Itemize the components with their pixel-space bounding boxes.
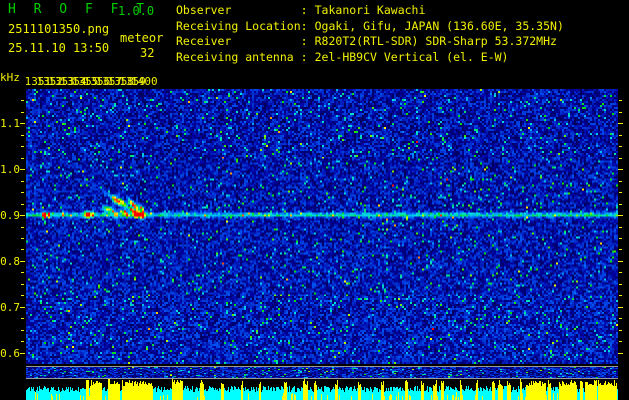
metadata-key: Receiving antenna xyxy=(176,49,294,64)
y-axis-tick-minor xyxy=(21,146,24,148)
y-axis-tick-major-right xyxy=(618,260,623,262)
metadata-table: Observer : Takanori Kawachi Receiving Lo… xyxy=(176,3,564,65)
y-axis-tick-minor-right xyxy=(619,180,622,182)
noise-band xyxy=(26,367,618,378)
y-axis-tick-minor-right xyxy=(619,283,622,285)
y-axis-tick-label: 1.1 xyxy=(0,117,20,131)
y-axis-tick-label: 0.7 xyxy=(0,300,20,314)
observation-mode-label: meteor xyxy=(120,31,164,45)
y-axis-tick-major-right xyxy=(618,215,623,217)
y-axis-tick-minor xyxy=(21,192,24,194)
x-axis-tick-label: 1354 xyxy=(60,75,87,88)
metadata-key: Receiving Location xyxy=(176,18,301,33)
file-name-label: 2511101350.png xyxy=(8,22,110,36)
y-axis-tick-major xyxy=(20,352,25,354)
spectrogram-plot xyxy=(26,89,618,364)
echo-count-label: 32 xyxy=(140,46,155,60)
y-axis-tick-label: 0.8 xyxy=(0,254,20,268)
x-axis-tick-label: 1353 xyxy=(48,75,75,88)
y-axis-tick-major xyxy=(20,215,25,217)
y-axis-tick-minor xyxy=(21,134,24,136)
metadata-colon: : xyxy=(300,34,308,48)
y-axis-tick-minor-right xyxy=(619,134,622,136)
y-axis-tick-label: 0.6 xyxy=(0,346,20,360)
y-axis-tick-minor-right xyxy=(619,237,622,239)
y-axis-tick-major xyxy=(20,123,25,125)
metadata-row: Receiving antenna : 2el-HB9CV Vertical (… xyxy=(176,50,564,66)
y-axis-tick-minor xyxy=(21,237,24,239)
y-axis-tick-minor-right xyxy=(619,341,622,343)
y-axis-tick-minor-right xyxy=(619,146,622,148)
y-axis-tick-minor-right xyxy=(619,157,622,159)
file-datetime-label: 25.11.10 13:50 xyxy=(8,41,110,55)
y-axis-tick-minor xyxy=(21,329,24,331)
x-axis-tick-label: 1359 xyxy=(119,75,146,88)
y-axis-unit-label: kHz xyxy=(0,71,20,84)
y-axis-tick-minor xyxy=(21,249,24,251)
y-axis-tick-minor-right xyxy=(619,318,622,320)
metadata-colon: : xyxy=(300,18,308,33)
y-axis-tick-minor-right xyxy=(619,100,622,102)
metadata-value: R820T2(RTL-SDR) SDR-Sharp 53.372MHz xyxy=(314,34,557,48)
y-axis-tick-label: 0.9 xyxy=(0,209,20,223)
x-axis-tick-label: 1357 xyxy=(95,75,123,88)
x-axis-tick-label: 1352 xyxy=(36,75,63,88)
y-axis-tick-minor xyxy=(21,341,24,343)
y-axis-tick-major xyxy=(20,169,25,171)
y-axis-tick-minor xyxy=(21,283,24,285)
metadata-row: Receiver : R820T2(RTL-SDR) SDR-Sharp 53.… xyxy=(176,34,564,50)
y-axis-tick-minor xyxy=(21,180,24,182)
y-axis-tick-major-right xyxy=(618,352,623,354)
y-axis-tick-major-right xyxy=(618,169,623,171)
y-axis-tick-minor xyxy=(21,111,24,113)
y-axis-tick-major xyxy=(20,260,25,262)
y-axis-tick-major-right xyxy=(618,306,623,308)
metadata-row: Observer : Takanori Kawachi xyxy=(176,3,564,19)
metadata-value: Takanori Kawachi xyxy=(314,3,426,17)
y-axis-tick-minor-right xyxy=(619,295,622,297)
y-axis-tick-minor xyxy=(21,272,24,274)
y-axis-tick-minor-right xyxy=(619,329,622,331)
y-axis-tick-minor-right xyxy=(619,111,622,113)
y-axis-tick-major xyxy=(20,306,25,308)
x-axis-tick-label: 1351 xyxy=(24,75,52,88)
y-axis-tick-label: 1.0 xyxy=(0,163,20,177)
x-axis-tick-label: 1400 xyxy=(131,75,158,88)
y-axis-tick-minor-right xyxy=(619,272,622,274)
metadata-colon: : xyxy=(300,3,308,17)
y-axis-tick-minor-right xyxy=(619,203,622,205)
x-axis-tick-label: 1355 xyxy=(71,75,99,88)
y-axis-tick-minor xyxy=(21,157,24,159)
y-axis-tick-minor xyxy=(21,318,24,320)
app-title: H R O F F T xyxy=(8,2,150,17)
x-axis-tick-label: 1356 xyxy=(83,75,111,88)
y-axis-tick-minor-right xyxy=(619,192,622,194)
metadata-key: Observer xyxy=(176,3,232,17)
spectrogram-image xyxy=(26,89,618,364)
separator-line-top xyxy=(26,366,618,367)
metadata-key: Receiver xyxy=(176,34,232,48)
amplitude-waveform-image xyxy=(26,379,618,400)
metadata-row: Receiving Location : Ogaki, Gifu, JAPAN … xyxy=(176,19,564,35)
y-axis-tick-minor xyxy=(21,226,24,228)
y-axis-tick-minor xyxy=(21,295,24,297)
metadata-colon: : xyxy=(300,49,308,64)
y-axis-tick-minor-right xyxy=(619,249,622,251)
separator-line-bottom xyxy=(26,378,618,379)
metadata-value: Ogaki, Gifu, JAPAN (136.60E, 35.35N) xyxy=(314,18,564,33)
y-axis-tick-major-right xyxy=(618,123,623,125)
y-axis-tick-minor xyxy=(21,203,24,205)
app-version: 1.0.0 xyxy=(118,4,155,18)
noise-band-image xyxy=(26,367,618,378)
header-panel: H R O F F T 1.0.0 2511101350.png 25.11.1… xyxy=(0,0,629,70)
amplitude-waveform-strip xyxy=(26,379,618,400)
metadata-value: 2el-HB9CV Vertical (el. E-W) xyxy=(314,49,509,64)
x-axis-tick-label: 1358 xyxy=(107,75,134,88)
y-axis-tick-minor xyxy=(21,100,24,102)
y-axis-tick-minor-right xyxy=(619,226,622,228)
